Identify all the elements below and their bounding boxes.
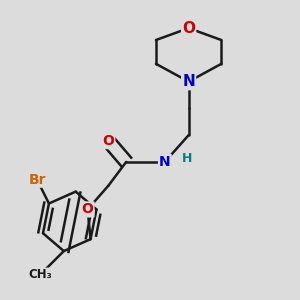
Text: O: O bbox=[182, 21, 195, 36]
Text: CH₃: CH₃ bbox=[28, 268, 52, 281]
Text: N: N bbox=[159, 155, 171, 169]
Text: O: O bbox=[103, 134, 114, 148]
Text: O: O bbox=[82, 202, 94, 216]
Text: H: H bbox=[182, 152, 192, 165]
Text: N: N bbox=[182, 74, 195, 89]
Text: Br: Br bbox=[28, 173, 46, 187]
